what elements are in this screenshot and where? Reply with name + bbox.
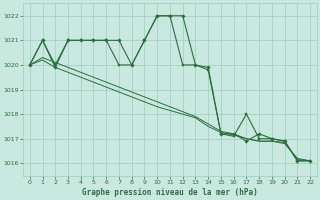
X-axis label: Graphe pression niveau de la mer (hPa): Graphe pression niveau de la mer (hPa)	[82, 188, 258, 197]
